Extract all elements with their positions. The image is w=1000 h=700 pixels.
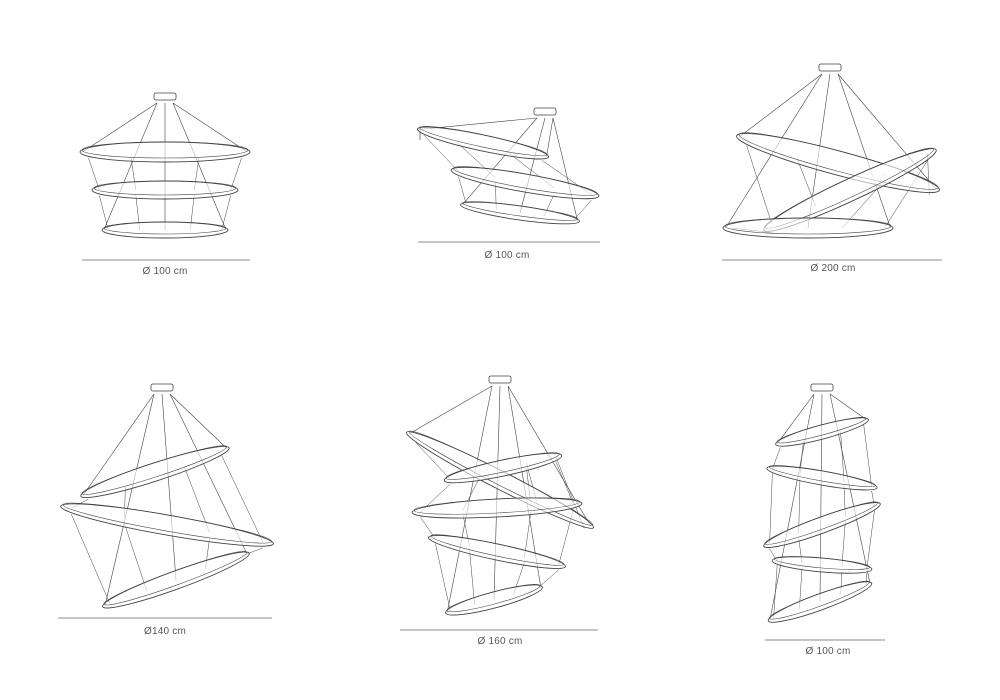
center-wire [493,385,501,601]
light-ring [722,217,894,239]
connecting-wire [423,135,459,172]
dimension-label-1: Ø 100 cm [142,266,188,277]
light-ring-inner [769,580,870,620]
light-ring [60,503,274,547]
light-ring-inner [93,180,237,196]
dimension-label-3: Ø 200 cm [810,263,856,274]
light-ring-inner [81,445,227,495]
light-ring-inner [724,217,892,235]
light-ring-inner [81,141,249,159]
light-ring-inner [445,452,560,480]
connecting-wire [840,431,845,482]
connecting-wire [435,543,451,612]
suspension-wire [769,393,815,621]
light-ring [405,431,595,529]
light-ring-inner [462,201,579,221]
dimension-label-6: Ø 100 cm [805,646,851,657]
light-ring-inner [103,551,248,606]
connecting-wire [884,160,928,229]
light-ring [445,584,543,616]
connecting-wire [746,145,773,227]
suspension-wire [104,393,155,606]
suspension-wire [409,385,493,435]
connecting-wire [769,473,773,545]
light-ring [91,180,239,200]
dimension-label-5: Ø 160 cm [477,636,523,647]
ceiling-canopy [488,375,512,384]
light-ring [101,221,229,239]
connecting-wire [99,195,109,231]
connecting-wire [184,467,210,533]
ceiling-canopy [810,383,834,392]
center-wire [519,117,546,214]
connecting-wire [573,199,592,221]
light-ring-inner [430,534,565,566]
light-ring [763,502,881,548]
light-ring-inner [774,556,871,570]
suspension-wire [82,102,158,153]
suspension-wire [829,393,868,421]
connecting-wire [221,455,263,542]
light-ring-inner [103,221,227,235]
suspension-wire [82,393,155,496]
suspension-wire [552,117,578,222]
dimension-label-2: Ø 100 cm [484,250,530,261]
suspension-wire [103,102,158,231]
light-ring-inner [738,132,939,190]
ceiling-canopy [153,92,177,101]
light-ring-inner [62,502,273,544]
connecting-wire [230,157,242,191]
connecting-wire [458,176,467,206]
center-wire [161,393,177,581]
connecting-wire [71,514,111,605]
suspension-wire [837,73,891,229]
connecting-wire [863,424,872,487]
light-ring-inner [776,416,867,444]
suspension-wire [546,117,554,157]
light-ring-inner [453,166,598,196]
suspension-wire [172,102,227,231]
light-ring-inner [446,584,541,613]
suspension-wire [169,393,228,449]
connecting-wire [537,569,559,589]
suspension-wire [837,73,937,190]
connecting-wire [866,510,875,569]
ceiling-canopy [150,383,174,392]
light-ring-inner [419,126,548,157]
suspension-wire [169,393,248,555]
connecting-wire [88,157,100,191]
light-ring [450,166,600,200]
connecting-wire [798,478,801,534]
light-ring [102,551,250,609]
light-ring [79,141,251,163]
ceiling-canopy [818,63,842,72]
connecting-wire [841,521,846,567]
suspension-wire [776,393,815,445]
light-ring [766,465,878,491]
connecting-wire [469,550,475,606]
dimension-label-4: Ø140 cm [144,626,186,637]
light-ring [416,126,550,160]
suspension-wire [462,117,538,206]
suspension-wire [446,385,493,613]
light-ring-inner [413,497,581,515]
light-ring [460,201,580,225]
connecting-wire [773,565,778,619]
connecting-wire [124,523,147,591]
light-ring [428,535,566,569]
light-ring [80,445,230,499]
light-ring [771,556,873,574]
ceiling-canopy [533,107,557,116]
light-ring-inner [764,501,879,545]
suspension-wire [739,73,823,137]
connecting-wire [221,195,231,231]
suspension-wire [172,102,248,153]
connecting-wire [415,442,451,480]
connecting-wire [555,461,574,505]
light-ring-inner [768,465,876,487]
